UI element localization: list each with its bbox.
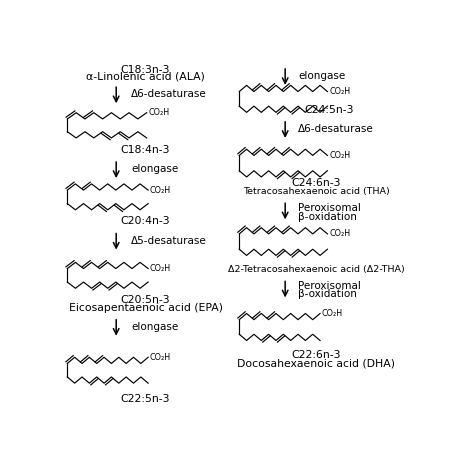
Text: Peroxisomal: Peroxisomal <box>298 203 361 213</box>
Text: β-oxidation: β-oxidation <box>298 290 357 300</box>
Text: Docosahexaenoic acid (DHA): Docosahexaenoic acid (DHA) <box>237 358 395 368</box>
Text: Tetracosahexaenoic acid (THA): Tetracosahexaenoic acid (THA) <box>243 187 390 196</box>
Text: elongase: elongase <box>298 71 345 81</box>
Text: Δ6-desaturase: Δ6-desaturase <box>131 90 207 100</box>
Text: Peroxisomal: Peroxisomal <box>298 281 361 291</box>
Text: CO₂H: CO₂H <box>150 353 171 362</box>
Text: elongase: elongase <box>131 164 178 174</box>
Text: C20:4n-3: C20:4n-3 <box>121 216 170 226</box>
Text: elongase: elongase <box>131 322 178 332</box>
Text: C24:5n-3: C24:5n-3 <box>304 105 354 115</box>
Text: CO₂H: CO₂H <box>150 264 171 273</box>
Text: C22:6n-3: C22:6n-3 <box>292 350 341 360</box>
Text: Eicosapentaenoic acid (EPA): Eicosapentaenoic acid (EPA) <box>69 302 223 313</box>
Text: β-oxidation: β-oxidation <box>298 212 357 222</box>
Text: α-Linolenic acid (ALA): α-Linolenic acid (ALA) <box>86 72 205 82</box>
Text: CO₂H: CO₂H <box>329 151 350 160</box>
Text: Δ5-desaturase: Δ5-desaturase <box>131 236 207 246</box>
Text: C20:5n-3: C20:5n-3 <box>121 295 170 305</box>
Text: CO₂H: CO₂H <box>148 108 170 117</box>
Text: CO₂H: CO₂H <box>329 229 350 238</box>
Text: C18:4n-3: C18:4n-3 <box>121 145 170 155</box>
Text: C18:3n-3: C18:3n-3 <box>121 64 170 74</box>
Text: CO₂H: CO₂H <box>150 186 171 195</box>
Text: CO₂H: CO₂H <box>329 87 350 96</box>
Text: C22:5n-3: C22:5n-3 <box>121 394 170 404</box>
Text: Δ2-Tetracosahexaenoic acid (Δ2-THA): Δ2-Tetracosahexaenoic acid (Δ2-THA) <box>228 265 405 274</box>
Text: C24:6n-3: C24:6n-3 <box>292 178 341 188</box>
Text: Δ6-desaturase: Δ6-desaturase <box>298 124 374 134</box>
Text: CO₂H: CO₂H <box>322 309 343 318</box>
